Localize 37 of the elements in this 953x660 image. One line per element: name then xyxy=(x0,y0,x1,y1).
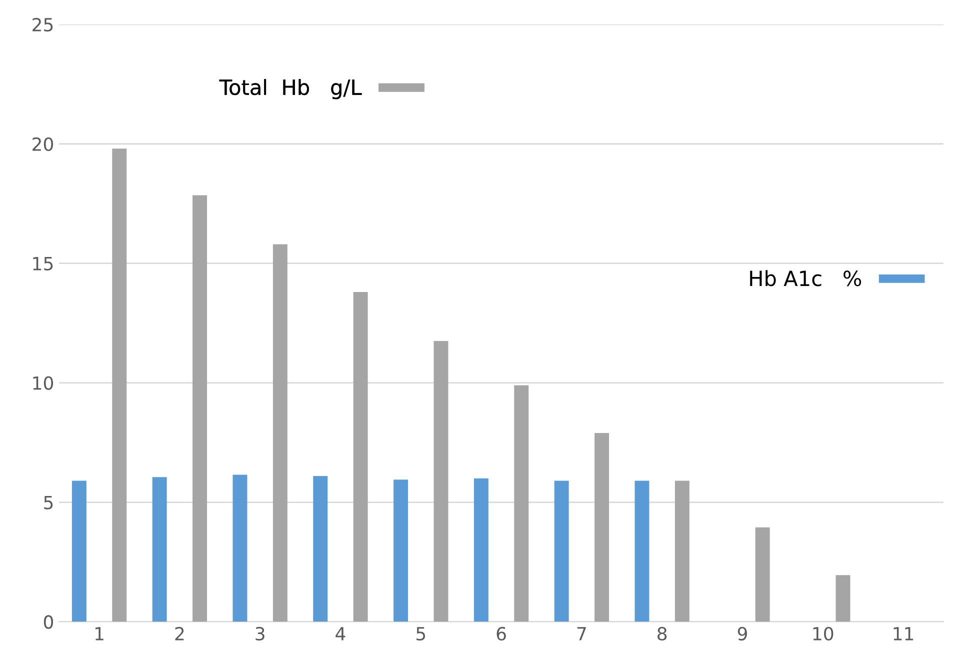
y-tick-label: 5 xyxy=(44,496,53,510)
bar xyxy=(594,432,610,622)
y-tick-label: 25 xyxy=(32,18,53,32)
bar xyxy=(474,478,488,622)
y-tick-label: 20 xyxy=(32,137,54,151)
x-tick-label: 5 xyxy=(416,627,426,641)
bar xyxy=(313,476,328,622)
x-tick-label: 4 xyxy=(336,627,346,640)
bar xyxy=(192,195,208,622)
bar xyxy=(112,148,127,622)
x-tick-label: 9 xyxy=(738,626,747,641)
bar xyxy=(554,480,569,622)
bar xyxy=(152,477,167,622)
legend-label: Total Hb g/L xyxy=(219,79,362,100)
bar xyxy=(232,474,248,622)
y-tick-label: 10 xyxy=(33,376,54,390)
bar xyxy=(514,385,529,622)
y-tick-label: 0 xyxy=(44,615,54,629)
legend-label: Hb A1c % xyxy=(750,270,862,286)
y-tick-label: 15 xyxy=(33,257,53,270)
bar xyxy=(674,480,690,622)
bar xyxy=(634,480,650,622)
bar xyxy=(72,480,86,622)
x-tick-label: 11 xyxy=(894,627,914,640)
bar xyxy=(272,244,288,622)
x-tick-label: 6 xyxy=(496,626,506,641)
x-tick-label: 1 xyxy=(96,627,104,640)
x-tick-label: 8 xyxy=(658,626,667,641)
bar xyxy=(434,340,448,622)
bar xyxy=(353,292,368,622)
x-tick-label: 3 xyxy=(256,626,264,641)
bar xyxy=(394,480,408,622)
x-tick-label: 7 xyxy=(577,627,586,640)
bar xyxy=(836,575,850,622)
bar xyxy=(755,527,770,622)
x-tick-label: 10 xyxy=(813,626,834,641)
x-tick-label: 2 xyxy=(175,626,184,640)
